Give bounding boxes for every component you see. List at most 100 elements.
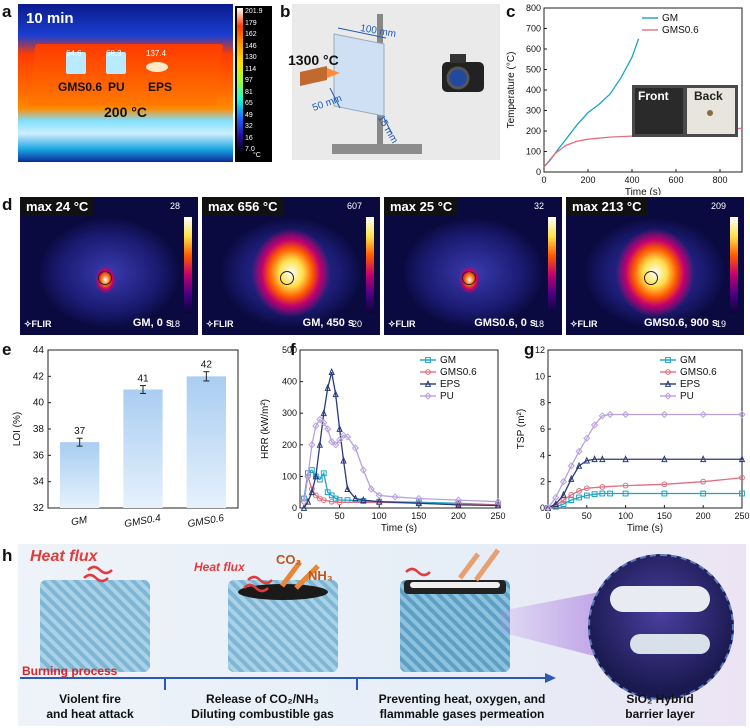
data-point bbox=[576, 487, 582, 494]
legend-label: GMS0.6 bbox=[440, 367, 477, 378]
data-point bbox=[699, 410, 707, 419]
panel-label-b: b bbox=[280, 2, 291, 21]
x-tick-label: 0 bbox=[541, 175, 546, 185]
y-axis-label: TSP (m²) bbox=[516, 409, 527, 449]
data-point bbox=[660, 410, 669, 419]
heat-flux-label-2: Heat flux bbox=[194, 560, 245, 574]
scale-tick-label: 65 bbox=[245, 100, 253, 107]
data-point bbox=[424, 392, 432, 400]
data-point bbox=[494, 498, 502, 506]
y-tick-label: 200 bbox=[526, 126, 541, 136]
legend-label: GM bbox=[680, 355, 696, 366]
color-bar-max: 28 bbox=[169, 201, 180, 211]
crosshair-icon bbox=[461, 271, 476, 286]
data-point bbox=[359, 466, 367, 474]
flir-logo: ✧FLIR bbox=[206, 319, 234, 329]
panel-g: g 0 50 100 150 200 250 0 2 4 6 8 10 12 Time (s) TSP (m… bbox=[510, 338, 750, 538]
data-point bbox=[391, 493, 399, 501]
x-axis-label: Time (s) bbox=[625, 187, 661, 195]
series-line-EPS bbox=[547, 458, 742, 509]
y-axis-label: LOI (%) bbox=[12, 412, 23, 446]
y-tick-label: 38 bbox=[33, 424, 45, 435]
color-bar-max: 209 bbox=[710, 201, 726, 211]
panel-a: a 10 min 64.6 68.3 137.4 GMS0.6 PU EPS 2… bbox=[0, 0, 272, 165]
panel-label-f: f bbox=[290, 340, 296, 359]
data-point bbox=[739, 490, 745, 497]
chart-g: 0 50 100 150 200 250 0 2 4 6 8 10 12 Time (s) TSP (m²)… bbox=[516, 345, 750, 534]
data-point bbox=[622, 455, 629, 463]
plot-frame bbox=[299, 349, 499, 509]
inset-front bbox=[635, 88, 683, 134]
scale-tick-label: 7.0 bbox=[245, 146, 255, 153]
scheme-arrows bbox=[20, 548, 556, 690]
series-line-GM bbox=[547, 492, 742, 509]
legend-label: GMS0.6 bbox=[662, 25, 699, 36]
color-bar-min: 20 bbox=[351, 319, 362, 329]
panel-b: b 1300 °C 100 mm 50 mm 15 mm bbox=[272, 0, 502, 165]
color-bar-max: 607 bbox=[346, 201, 362, 211]
y-tick-label: 500 bbox=[282, 345, 297, 355]
panel-e: e 32 34 36 38 40 42 44 LOI (%) 37 GM 41 GMS0.4 42 GMS… bbox=[0, 338, 250, 538]
data-point bbox=[560, 490, 567, 498]
panel-label-g: g bbox=[524, 340, 535, 359]
data-point bbox=[335, 436, 344, 444]
crosshair-icon bbox=[279, 271, 294, 286]
crosshair-icon bbox=[97, 271, 112, 286]
scale-tick-label: 81 bbox=[245, 88, 253, 96]
image-caption: GM, 450 s bbox=[302, 317, 354, 329]
heat-wave-2 bbox=[247, 575, 273, 585]
flame-temp-label: 1300 °C bbox=[288, 52, 339, 68]
data-point bbox=[552, 493, 560, 502]
legend-label: EPS bbox=[440, 379, 460, 390]
barrier-label: SiO₂ Hybrid barrier layer bbox=[625, 692, 695, 721]
data-point bbox=[591, 455, 598, 463]
crosshair-icon bbox=[643, 271, 658, 286]
data-point bbox=[661, 455, 668, 463]
scale-tick-label: 114 bbox=[245, 65, 257, 73]
sample-block-1 bbox=[66, 52, 86, 74]
thermal-image-d2: max 656 °C 607 20 GM, 450 s ✧FLIR bbox=[202, 197, 380, 335]
data-label: 41 bbox=[137, 374, 149, 385]
color-scale bbox=[235, 6, 272, 162]
data-point bbox=[424, 379, 432, 387]
data-point bbox=[575, 447, 583, 455]
x-tick-label: GMS0.6 bbox=[187, 513, 225, 530]
color-bar bbox=[548, 217, 556, 313]
time-label: 10 min bbox=[26, 10, 74, 27]
data-point bbox=[560, 501, 567, 507]
data-point bbox=[324, 383, 331, 391]
data-point bbox=[552, 499, 559, 507]
color-bar-min: 18 bbox=[533, 319, 544, 329]
thermal-image-d1: max 24 °C 28 18 GM, 0 s ✧FLIR bbox=[20, 197, 198, 335]
stand-base bbox=[332, 144, 422, 154]
scale-tick-label: 49 bbox=[245, 111, 253, 119]
panel-label-d: d bbox=[2, 195, 13, 214]
y-tick-label: 100 bbox=[526, 147, 541, 157]
data-point bbox=[583, 456, 590, 464]
scale-tick-label: 146 bbox=[245, 42, 257, 50]
data-point bbox=[661, 490, 668, 497]
series-line-GM bbox=[543, 38, 640, 168]
y-tick-label: 400 bbox=[526, 85, 541, 95]
data-point bbox=[739, 474, 745, 481]
y-tick-label: 200 bbox=[282, 440, 297, 450]
y-tick-label: 34 bbox=[33, 477, 45, 488]
scale-tick-label: 201.9 bbox=[245, 8, 263, 15]
max-temp-label: max 213 °C bbox=[566, 197, 648, 216]
bar-GMS0.6 bbox=[186, 376, 226, 508]
scale-tick-label: 179 bbox=[245, 19, 257, 27]
max-temp-label: max 656 °C bbox=[202, 197, 284, 216]
flir-logo: ✧FLIR bbox=[570, 319, 598, 329]
data-point bbox=[415, 494, 423, 503]
data-point bbox=[455, 500, 462, 508]
sample-label-pu: PU bbox=[108, 80, 125, 94]
data-point bbox=[599, 490, 606, 497]
data-point bbox=[340, 456, 347, 464]
y-tick-label: 500 bbox=[526, 65, 541, 75]
y-tick-label: 100 bbox=[282, 471, 297, 481]
color-bar bbox=[366, 217, 374, 313]
x-tick-label: 200 bbox=[451, 511, 466, 521]
data-point bbox=[567, 462, 575, 470]
inset-back bbox=[687, 88, 735, 134]
sample-plate bbox=[333, 33, 385, 117]
